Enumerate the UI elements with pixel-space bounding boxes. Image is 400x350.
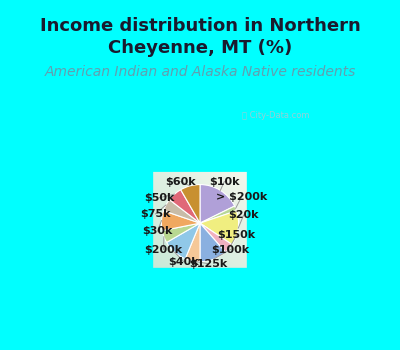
Wedge shape — [185, 223, 200, 262]
Wedge shape — [166, 223, 200, 259]
Text: American Indian and Alaska Native residents: American Indian and Alaska Native reside… — [44, 65, 356, 79]
Text: $150k: $150k — [218, 230, 256, 240]
Wedge shape — [200, 223, 232, 252]
Wedge shape — [200, 206, 236, 223]
Text: $200k: $200k — [144, 245, 182, 254]
Wedge shape — [162, 223, 200, 243]
Text: $125k: $125k — [189, 259, 227, 269]
Text: > $200k: > $200k — [216, 192, 267, 202]
Text: $10k: $10k — [209, 176, 240, 187]
Text: ⓘ City-Data.com: ⓘ City-Data.com — [242, 112, 310, 120]
Wedge shape — [170, 190, 200, 223]
Text: $75k: $75k — [140, 209, 170, 219]
Wedge shape — [164, 199, 200, 223]
Text: $20k: $20k — [228, 210, 259, 220]
Wedge shape — [200, 184, 234, 223]
Text: $50k: $50k — [144, 193, 174, 203]
Wedge shape — [200, 211, 238, 245]
Text: $40k: $40k — [168, 257, 199, 267]
Text: $60k: $60k — [166, 176, 196, 187]
Wedge shape — [162, 211, 200, 231]
Wedge shape — [181, 184, 200, 223]
Text: Income distribution in Northern
Cheyenne, MT (%): Income distribution in Northern Cheyenne… — [40, 17, 360, 57]
Text: $100k: $100k — [211, 245, 250, 254]
Wedge shape — [200, 223, 226, 262]
Text: $30k: $30k — [142, 226, 172, 236]
